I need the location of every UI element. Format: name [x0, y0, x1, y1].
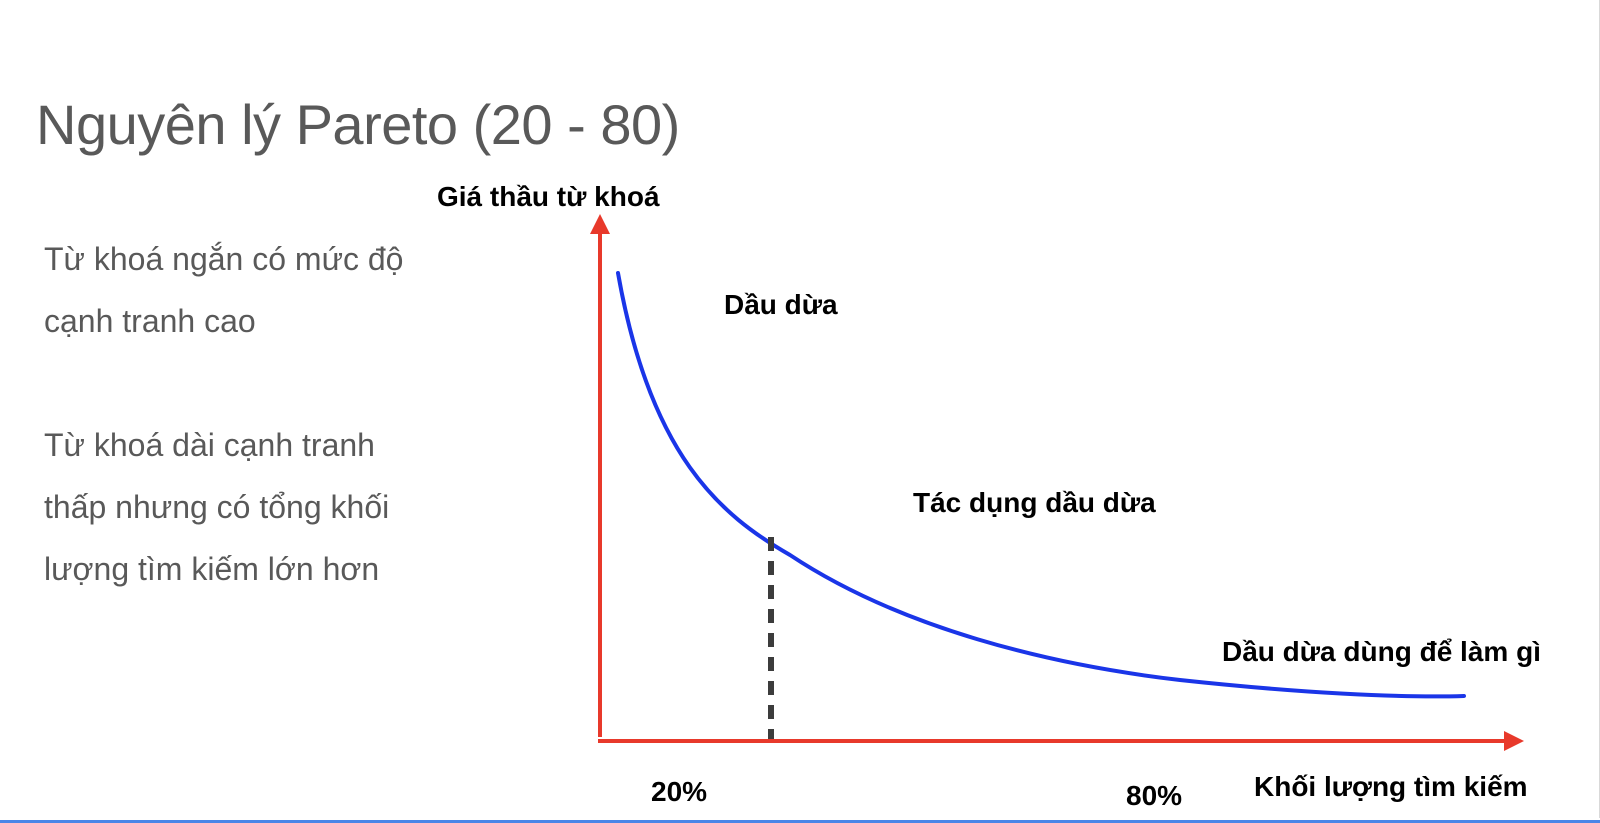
x-axis-label: Khối lượng tìm kiếm [1254, 771, 1528, 802]
split-label-20: 20% [651, 776, 707, 807]
bullet-line: thấp nhưng có tổng khối [44, 489, 390, 525]
bullet-line: Từ khoá dài cạnh tranh [44, 427, 375, 463]
middle-keyword-label: Tác dụng dầu dừa [913, 487, 1156, 518]
slide-title: Nguyên lý Pareto (20 - 80) [36, 93, 680, 156]
bullet-short-keywords: Từ khoá ngắn có mức độ cạnh tranh cao [44, 228, 464, 352]
y-axis-label: Giá thầu từ khoá [437, 181, 660, 212]
split-label-80: 80% [1126, 780, 1182, 811]
bullet-line: cạnh tranh cao [44, 303, 256, 339]
bullet-long-tail-keywords: Từ khoá dài cạnh tranh thấp nhưng có tổn… [44, 414, 464, 600]
bullet-line: Từ khoá ngắn có mức độ [44, 241, 404, 277]
tail-keyword-label: Dầu dừa dùng để làm gì [1222, 636, 1541, 667]
long-tail-curve [616, 271, 1466, 699]
slide-frame-bottom-edge [0, 820, 1600, 823]
head-keyword-label: Dầu dừa [724, 289, 838, 320]
bullet-line: lượng tìm kiếm lớn hơn [44, 551, 380, 587]
